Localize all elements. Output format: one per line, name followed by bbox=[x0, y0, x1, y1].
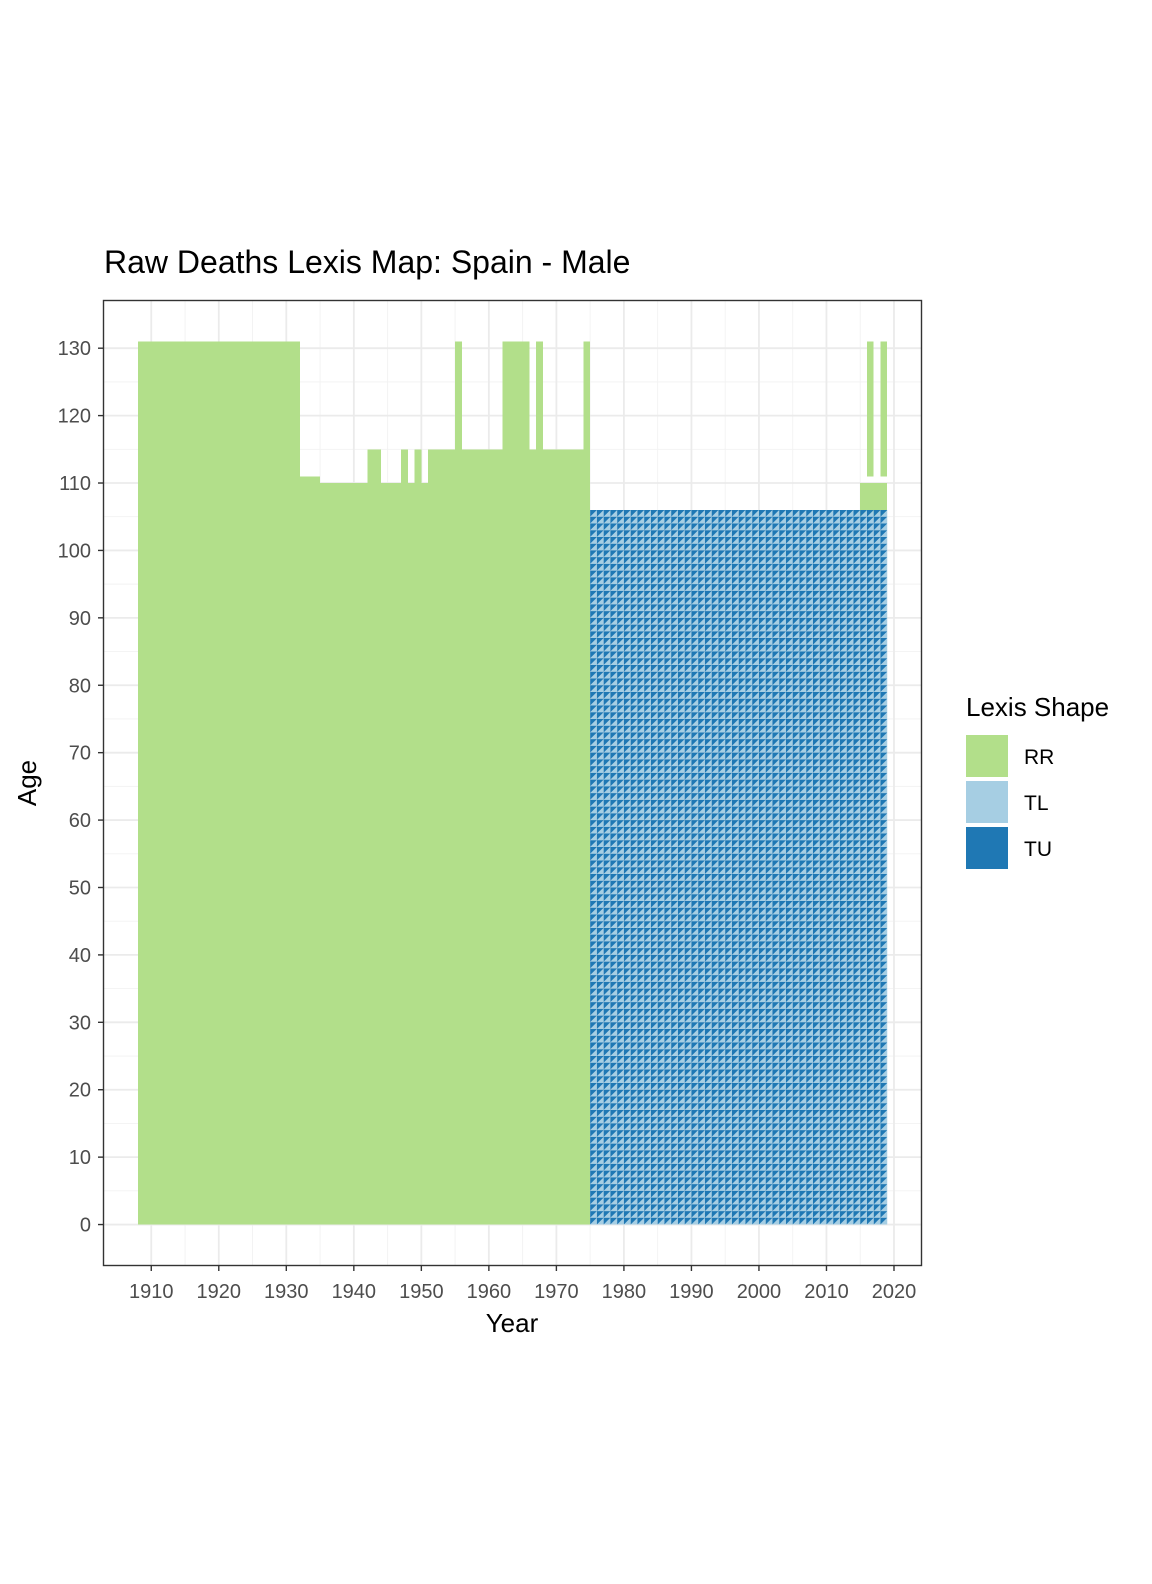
legend-label-rr: RR bbox=[1024, 746, 1054, 769]
y-tick-label: 50 bbox=[69, 877, 91, 899]
y-tick-label: 60 bbox=[69, 810, 91, 832]
legend-label-tl: TL bbox=[1024, 792, 1049, 815]
legend-label-tu: TU bbox=[1024, 838, 1052, 861]
y-axis-title: Age bbox=[12, 760, 42, 806]
y-tick-label: 40 bbox=[69, 945, 91, 967]
y-tick-label: 130 bbox=[58, 338, 91, 360]
rr-cell bbox=[401, 449, 408, 484]
rr-cell bbox=[880, 341, 888, 477]
tl-triangles bbox=[590, 509, 888, 1225]
y-axis: 0 10 20 30 40 50 60 70 80 90 100 110 120 130 bbox=[58, 338, 104, 1237]
data-layer bbox=[137, 341, 888, 1225]
y-tick-label: 90 bbox=[69, 608, 91, 630]
rr-cell bbox=[583, 341, 591, 510]
y-tick-label: 10 bbox=[69, 1147, 91, 1169]
rr-cell bbox=[428, 449, 456, 484]
x-tick-label: 1920 bbox=[197, 1281, 242, 1303]
rr-cell bbox=[536, 341, 543, 510]
rr-cell bbox=[488, 449, 503, 510]
y-tick-label: 70 bbox=[69, 743, 91, 765]
rr-cell bbox=[367, 449, 381, 484]
y-tick-label: 100 bbox=[58, 540, 91, 562]
x-axis-title: Year bbox=[486, 1308, 539, 1338]
legend-key-rr bbox=[966, 735, 1008, 777]
rr-cell bbox=[320, 483, 456, 510]
panel-border bbox=[102, 299, 923, 1267]
y-tick-label: 30 bbox=[69, 1012, 91, 1034]
tu-triangles bbox=[590, 509, 888, 1225]
x-axis: 1910 1920 1930 1940 1950 1960 1970 1980 1990 2000… bbox=[129, 1265, 916, 1303]
chart-title: Raw Deaths Lexis Map: Spain - Male bbox=[104, 244, 630, 280]
rr-cell bbox=[299, 509, 591, 1225]
rr-cell bbox=[299, 476, 321, 510]
rr-cell bbox=[414, 449, 422, 484]
y-tick-label: 20 bbox=[69, 1080, 91, 1102]
rr-cell bbox=[137, 341, 300, 1225]
rr-cell bbox=[455, 341, 462, 510]
x-tick-label: 1930 bbox=[264, 1281, 309, 1303]
legend-key-tl bbox=[966, 781, 1008, 823]
x-tick-label: 2000 bbox=[737, 1281, 782, 1303]
rr-cell bbox=[866, 341, 874, 477]
y-tick-label: 120 bbox=[58, 406, 91, 428]
legend-entries: RR TL TU bbox=[966, 735, 1054, 869]
x-tick-label: 1960 bbox=[467, 1281, 512, 1303]
x-tick-label: 1950 bbox=[399, 1281, 444, 1303]
y-tick-label: 110 bbox=[59, 473, 91, 495]
legend-key-tu bbox=[966, 827, 1008, 869]
x-tick-label: 1990 bbox=[669, 1281, 714, 1303]
rr-cell bbox=[542, 449, 584, 510]
x-tick-label: 1940 bbox=[332, 1281, 377, 1303]
y-tick-label: 0 bbox=[80, 1215, 91, 1237]
x-tick-label: 1910 bbox=[129, 1281, 174, 1303]
x-tick-label: 2020 bbox=[872, 1281, 917, 1303]
y-tick-label: 80 bbox=[69, 675, 91, 697]
rr-cell bbox=[461, 449, 489, 510]
x-tick-label: 1970 bbox=[534, 1281, 579, 1303]
legend: Lexis Shape RR TL TU bbox=[966, 692, 1109, 869]
rr-cell bbox=[529, 449, 537, 510]
x-tick-label: 2010 bbox=[804, 1281, 849, 1303]
legend-title: Lexis Shape bbox=[966, 692, 1109, 722]
rr-cell bbox=[502, 341, 530, 510]
x-tick-label: 1980 bbox=[602, 1281, 647, 1303]
